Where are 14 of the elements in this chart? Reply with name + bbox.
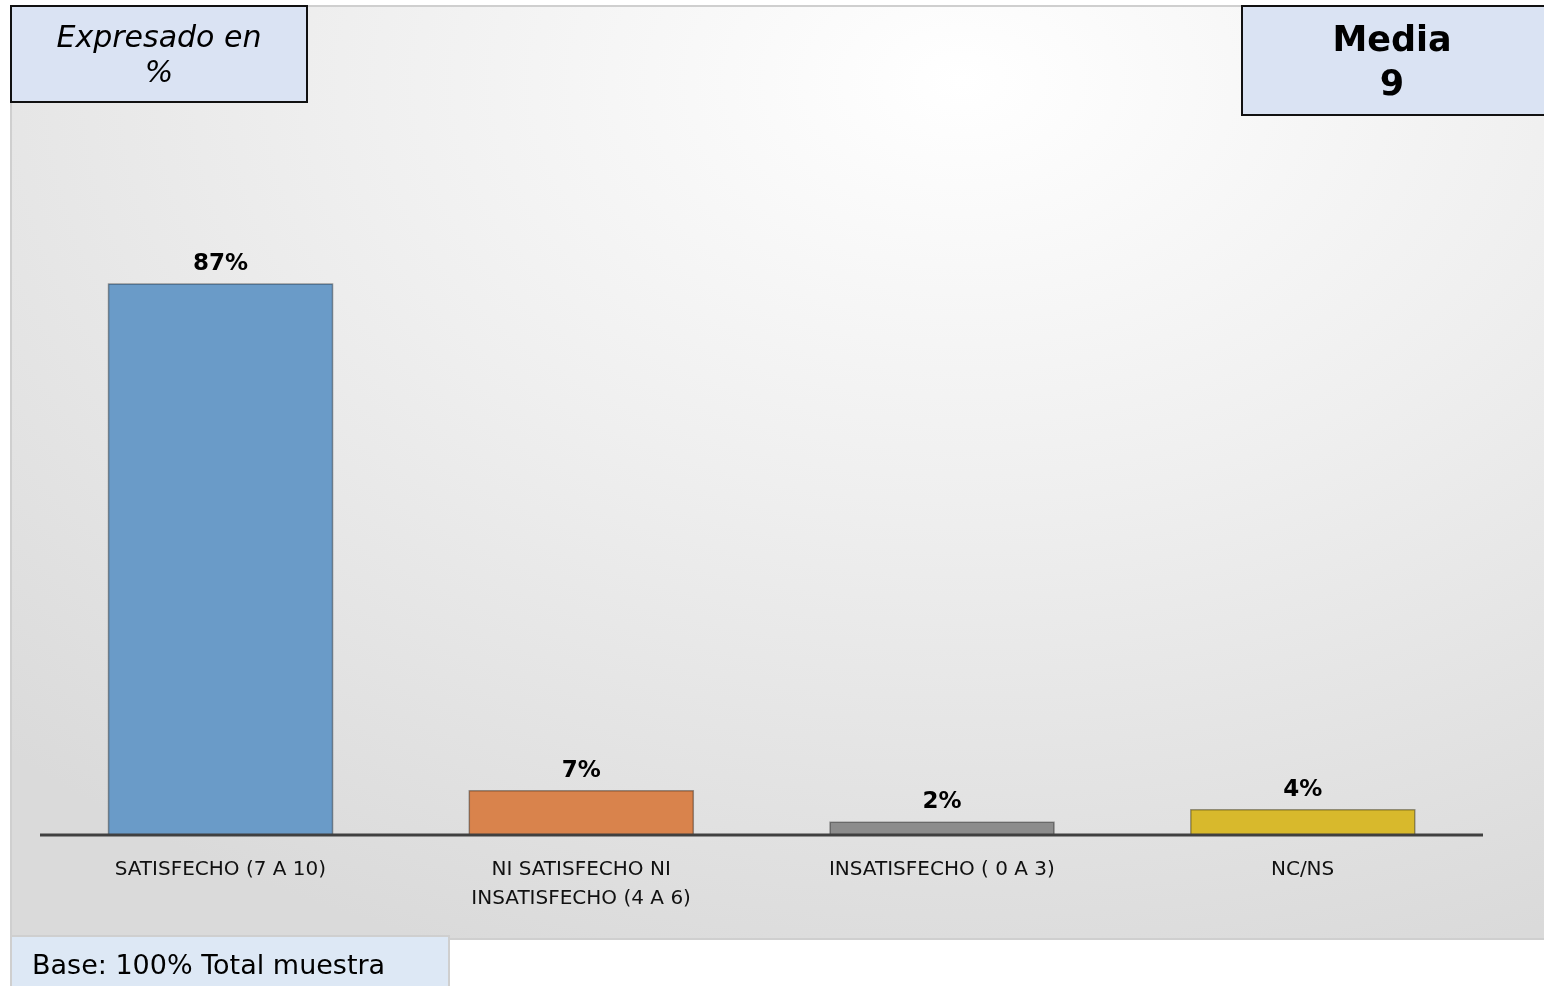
text: Media 9 <box>1332 17 1452 105</box>
x-tick-label: NC/NS <box>1270 856 1335 880</box>
x-tick-label: NI SATISFECHO NI INSATISFECHO (4 A 6) <box>471 856 691 909</box>
data-label: 2% <box>922 787 962 814</box>
x-tick-label: INSATISFECHO ( 0 A 3) <box>828 856 1055 880</box>
bar <box>1190 808 1416 836</box>
x-tick-label: SATISFECHO (7 A 10) <box>114 856 327 880</box>
text: Base: 100% Total muestra <box>32 948 386 982</box>
text: Expresado en % <box>55 19 263 89</box>
bar <box>107 283 334 836</box>
data-label: 7% <box>561 755 601 782</box>
bar <box>468 789 695 836</box>
data-label: 4% <box>1283 774 1323 801</box>
data-label: 87% <box>193 249 249 275</box>
